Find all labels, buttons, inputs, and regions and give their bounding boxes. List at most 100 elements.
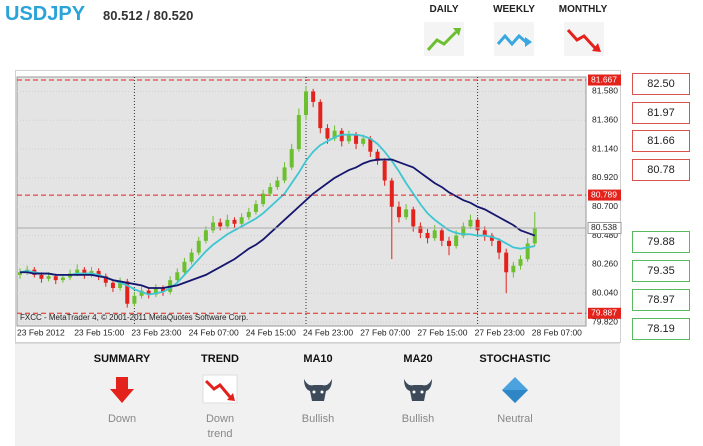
y-tick-label: 79.820 — [592, 316, 618, 326]
candle-body — [39, 274, 44, 279]
y-tick-label: 80.700 — [592, 201, 618, 211]
candle-body — [361, 138, 366, 144]
moving-average — [20, 158, 536, 289]
symbol: USDJPY — [5, 3, 86, 25]
y-tick-label: 80.480 — [592, 230, 618, 240]
x-tick-label: 24 Feb 15:00 — [246, 327, 296, 337]
summary-label: Bullish — [401, 413, 435, 425]
y-tick-label: 81.360 — [592, 114, 618, 124]
timeframe[interactable]: WEEKLY — [493, 4, 535, 15]
summary-item[interactable]: MA20 Bullish — [373, 353, 463, 427]
candle-body — [268, 187, 273, 194]
summary-item[interactable]: MA10 Bullish — [273, 353, 363, 427]
x-tick-label: 23 Feb 23:00 — [131, 327, 181, 337]
candle-body — [447, 240, 451, 247]
timeframe[interactable]: MONTHLY — [558, 4, 608, 15]
candle-body — [60, 277, 65, 281]
candle-body — [253, 204, 258, 212]
summary-icon — [304, 379, 332, 401]
candle-body — [218, 222, 223, 227]
candle-body — [339, 130, 344, 142]
summary-icon — [202, 374, 238, 404]
candle-body — [375, 151, 380, 161]
candle-body — [346, 134, 351, 142]
chart-frame — [15, 70, 621, 343]
summary-title: TREND — [201, 353, 239, 365]
candle-body — [82, 269, 87, 275]
candle-body — [46, 276, 51, 279]
candle-body — [289, 149, 294, 168]
candle-body — [411, 209, 416, 227]
monthly-icon — [564, 22, 604, 56]
support-level: 78.97 — [632, 289, 690, 311]
candle-body — [311, 91, 316, 102]
candle-body — [18, 272, 22, 275]
candle-body — [382, 160, 387, 181]
candle-body — [454, 235, 459, 247]
candle-body — [332, 130, 337, 139]
y-tick-label: 81.140 — [592, 143, 618, 153]
summary-item[interactable]: TREND Down trend — [175, 353, 265, 442]
candle-body — [282, 167, 287, 181]
y-tick-label: 80.040 — [592, 287, 618, 297]
candle-body — [175, 272, 180, 281]
x-tick-label: 27 Feb 15:00 — [417, 327, 467, 337]
candle-body — [504, 252, 509, 273]
candle-body — [118, 281, 123, 288]
candle-body — [225, 219, 230, 227]
x-tick-label: 27 Feb 07:00 — [360, 327, 410, 337]
level-tag-label: 79.887 — [591, 308, 617, 318]
summary-title: MA10 — [303, 353, 333, 365]
candle-body — [275, 180, 280, 188]
candle-body — [439, 230, 444, 241]
x-tick-label: 28 Feb 07:00 — [532, 327, 582, 337]
candle-body — [211, 222, 216, 231]
x-tick-label: 27 Feb 23:00 — [475, 327, 525, 337]
candle-body — [103, 276, 108, 283]
candle-body — [532, 227, 537, 244]
candle-body — [489, 235, 494, 241]
candle-body — [368, 138, 373, 152]
candle-body — [161, 287, 165, 292]
timeframe[interactable]: DAILY — [429, 4, 459, 15]
level-tag — [588, 307, 621, 319]
candle-body — [182, 261, 187, 273]
candle-body — [511, 265, 516, 273]
y-tick-label: 80.260 — [592, 259, 618, 269]
support-level: 79.35 — [632, 260, 690, 282]
candle-body — [482, 230, 487, 236]
last-price-label: 80.538 — [591, 222, 617, 232]
resistance-level: 81.97 — [632, 101, 690, 124]
daily-icon — [424, 22, 464, 56]
summary-icon — [404, 379, 432, 401]
candle-body — [153, 287, 158, 295]
candle-body — [246, 211, 251, 218]
summary-title: STOCHASTIC — [479, 353, 551, 365]
summary-icon — [110, 377, 134, 403]
candle-body — [96, 270, 101, 277]
x-tick-label: 24 Feb 23:00 — [303, 327, 353, 337]
candle-body — [425, 232, 430, 239]
candle-body — [189, 252, 194, 262]
candle-body — [239, 217, 244, 224]
level-tag-label: 81.667 — [591, 74, 617, 84]
y-tick-label: 80.920 — [592, 172, 618, 182]
candle-body — [261, 193, 266, 205]
candle-body — [461, 226, 466, 236]
candle-body — [389, 180, 394, 207]
candle-body — [318, 101, 323, 129]
support-level: 78.19 — [632, 318, 690, 340]
last-price-tag — [587, 221, 622, 234]
candle-body — [325, 128, 330, 139]
level-tag — [588, 189, 621, 201]
candle-body — [139, 290, 144, 296]
candle-body — [432, 230, 437, 239]
resistance-level: 80.78 — [632, 158, 690, 181]
quote: 80.512 / 80.520 — [103, 8, 194, 23]
summary-item[interactable]: SUMMARY Down — [77, 353, 167, 427]
candle-body — [125, 281, 130, 304]
summary-label: Down — [107, 413, 137, 425]
summary-item[interactable]: STOCHASTIC Neutral — [470, 353, 560, 427]
